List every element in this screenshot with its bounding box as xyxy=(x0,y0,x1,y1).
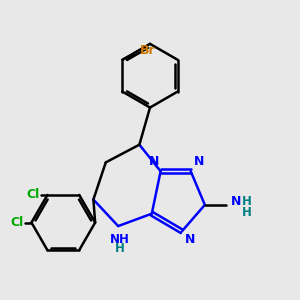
Text: N: N xyxy=(185,233,195,246)
Text: Br: Br xyxy=(140,44,156,57)
Text: Cl: Cl xyxy=(26,188,40,202)
Text: H: H xyxy=(242,195,251,208)
Text: N: N xyxy=(231,195,241,208)
Text: NH: NH xyxy=(110,233,130,246)
Text: N: N xyxy=(148,155,159,168)
Text: N: N xyxy=(194,155,204,168)
Text: H: H xyxy=(242,206,251,219)
Text: H: H xyxy=(115,242,125,255)
Text: Cl: Cl xyxy=(11,216,24,229)
